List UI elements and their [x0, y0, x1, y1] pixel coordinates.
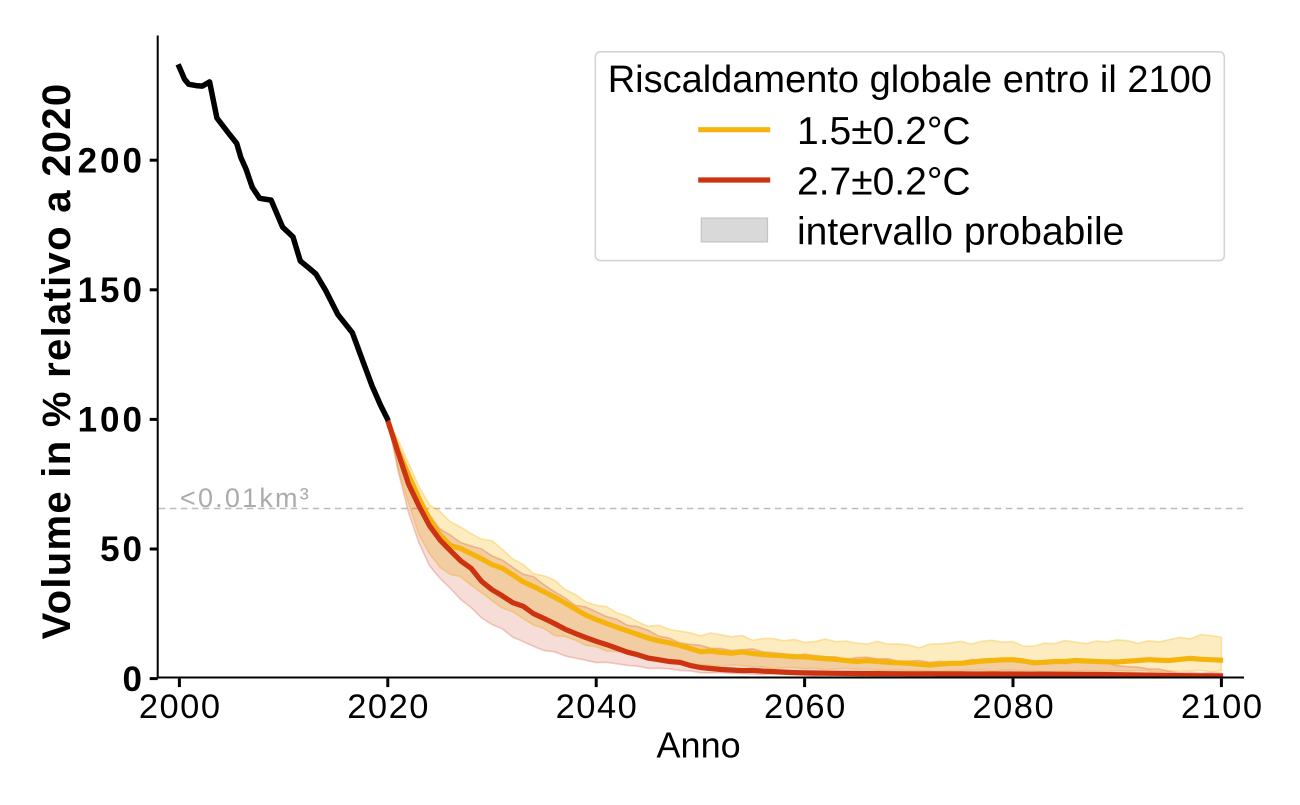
svg-text:2040: 2040 — [556, 688, 639, 726]
svg-text:2.7±0.2°C: 2.7±0.2°C — [797, 160, 971, 203]
svg-text:Riscaldamento globale entro il: Riscaldamento globale entro il 2100 — [608, 59, 1212, 101]
svg-text:<0.01km³: <0.01km³ — [180, 483, 311, 513]
svg-text:2100: 2100 — [1181, 688, 1264, 726]
svg-text:50: 50 — [100, 530, 145, 569]
svg-text:Anno: Anno — [657, 725, 741, 766]
svg-text:2020: 2020 — [347, 688, 430, 726]
svg-text:2080: 2080 — [972, 688, 1055, 726]
svg-text:0: 0 — [123, 660, 145, 699]
svg-text:1.5±0.2°C: 1.5±0.2°C — [797, 110, 971, 153]
svg-text:100: 100 — [78, 401, 145, 440]
svg-text:150: 150 — [78, 271, 145, 310]
svg-text:intervallo probabile: intervallo probabile — [797, 211, 1124, 254]
svg-text:Volume in % relativo a 2020: Volume in % relativo a 2020 — [35, 83, 79, 640]
svg-text:2000: 2000 — [139, 688, 222, 726]
svg-text:2060: 2060 — [764, 688, 847, 726]
svg-text:200: 200 — [78, 141, 145, 180]
